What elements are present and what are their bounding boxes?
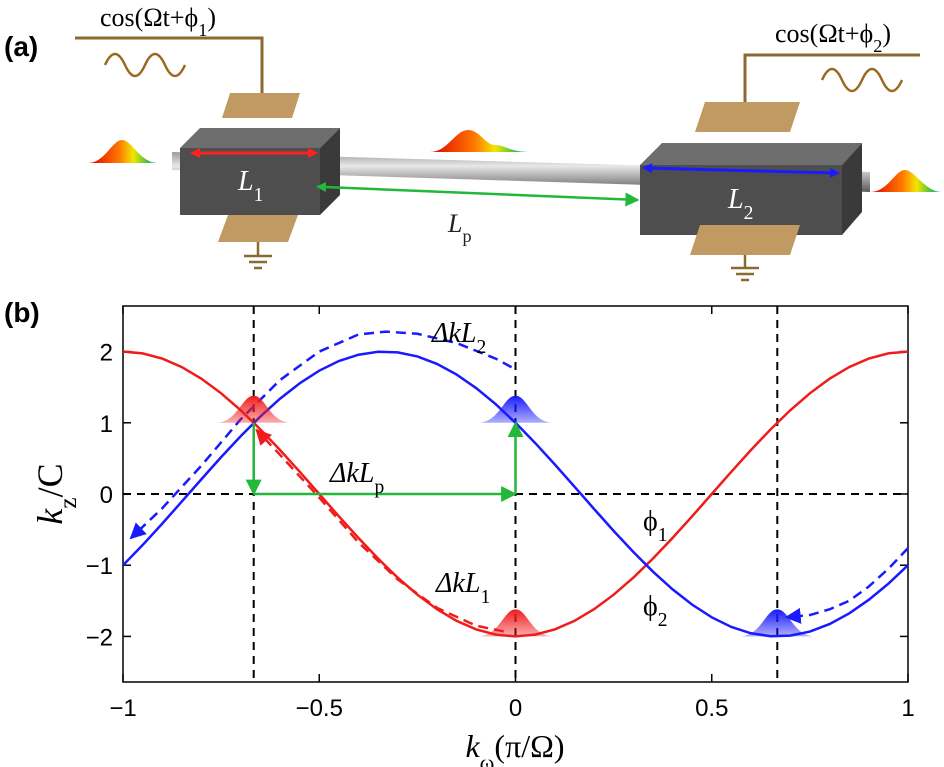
dashed-curve xyxy=(256,430,503,632)
drive-label: cos(Ωt+ϕ1) xyxy=(100,3,216,40)
annotation-sub: 2 xyxy=(658,610,668,631)
modulator-top xyxy=(640,143,862,165)
annotation-sub: p xyxy=(374,477,384,498)
length-label-base: L xyxy=(447,209,462,238)
y-axis-label: kz/C xyxy=(30,463,82,524)
annotation: ΔkL1 xyxy=(435,568,490,608)
length-label-sub: 1 xyxy=(254,185,264,206)
annotation-base: ΔkL xyxy=(431,318,476,349)
annotation: ϕ1 xyxy=(643,506,668,546)
drive-label-base: cos(Ωt+ϕ xyxy=(775,19,873,48)
x-axis-label-rest: (π/Ω) xyxy=(494,728,564,764)
ground xyxy=(244,242,759,280)
x-tick-label: −1 xyxy=(109,695,136,722)
y-tick-label: 1 xyxy=(100,411,113,438)
electrode xyxy=(218,215,298,242)
drive-label-rest: ) xyxy=(207,3,216,32)
x-tick-label: 1 xyxy=(901,695,914,722)
pulse xyxy=(870,170,942,192)
annotation-base: ϕ xyxy=(643,506,658,537)
sine-wave xyxy=(822,69,902,91)
electrode xyxy=(695,102,800,132)
annotation: ϕ2 xyxy=(643,591,668,631)
page: {"panel_a": { "label": "(a)", "drive_1":… xyxy=(0,0,944,767)
length-label-sub: 2 xyxy=(744,203,754,224)
annotation-base: ΔkL xyxy=(329,458,374,489)
length-arrow xyxy=(325,187,638,200)
figure: (a) cos(Ωt+ϕ1)cos(Ωt+ϕ2)L1L2Lp(b)−1−0.50… xyxy=(0,0,944,767)
y-tick-label: −1 xyxy=(86,553,113,580)
length-label-base: L xyxy=(237,166,254,197)
body: (a) cos(Ωt+ϕ1)cos(Ωt+ϕ2)L1L2Lp(b)−1−0.50… xyxy=(0,0,944,767)
x-tick-label: 0 xyxy=(509,695,522,722)
y-axis-label-sub: z xyxy=(55,497,82,508)
drive-label-sub: 2 xyxy=(873,36,882,56)
annotation-sub: 2 xyxy=(476,337,486,358)
panel-label: (b) xyxy=(4,297,40,328)
x-axis-label-base: k xyxy=(465,728,480,764)
pulse xyxy=(88,140,158,163)
electrode xyxy=(222,93,300,118)
annotation-base: ϕ xyxy=(643,591,658,622)
annotation-base: ΔkL xyxy=(435,568,480,599)
length-label-sub: p xyxy=(462,226,471,246)
panel-label: (a) xyxy=(4,31,38,62)
dashed-curve xyxy=(131,332,512,539)
annotation-sub: 1 xyxy=(480,587,490,608)
pulse xyxy=(430,130,530,152)
electrode xyxy=(690,225,800,255)
y-tick-label: −2 xyxy=(86,624,113,651)
annotation: ΔkL2 xyxy=(431,318,486,358)
x-axis-label-sub: ω xyxy=(480,750,495,767)
drive-label-rest: ) xyxy=(882,19,891,48)
drive-label: cos(Ωt+ϕ2) xyxy=(775,19,891,56)
y-tick-label: 0 xyxy=(100,482,113,509)
x-tick-label: 0.5 xyxy=(695,695,728,722)
annotation: ΔkLp xyxy=(329,458,384,498)
sine-wave xyxy=(105,54,185,76)
length-label: Lp xyxy=(447,209,472,246)
x-tick-label: −0.5 xyxy=(296,695,343,722)
annotation-sub: 1 xyxy=(658,525,668,546)
drive-label-base: cos(Ωt+ϕ xyxy=(100,3,198,32)
y-axis-label-base: k xyxy=(30,508,70,525)
drive-label-sub: 1 xyxy=(198,20,207,40)
y-axis-label-rest: /C xyxy=(30,463,70,497)
schematic: (a) xyxy=(4,31,942,280)
plot-area xyxy=(123,306,908,682)
modulator-top xyxy=(180,128,340,148)
x-axis-label: kω(π/Ω) xyxy=(465,728,564,767)
y-tick-label: 2 xyxy=(100,340,113,367)
length-label-base: L xyxy=(727,184,744,215)
